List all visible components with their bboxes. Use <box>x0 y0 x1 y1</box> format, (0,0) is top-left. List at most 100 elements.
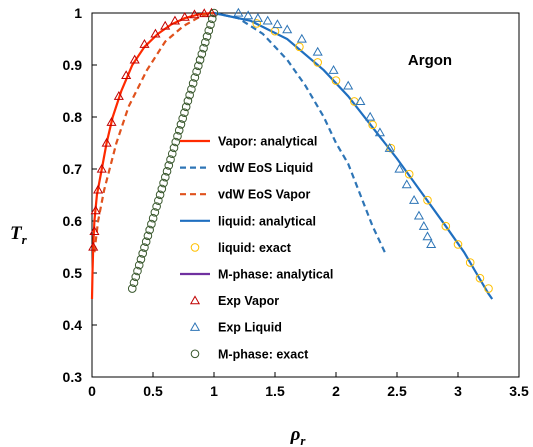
data-point <box>394 163 405 173</box>
series-liquid-analytical <box>213 11 494 300</box>
data-point <box>343 80 354 90</box>
data-point <box>409 194 420 204</box>
series-vdw-eos-vapor <box>93 11 215 253</box>
data-point <box>152 202 161 211</box>
data-point <box>89 226 100 236</box>
series-vdw-eos-liquid <box>213 11 386 253</box>
data-point <box>164 161 174 170</box>
data-point <box>136 254 146 264</box>
data-point <box>185 90 194 100</box>
legend-swatch <box>190 349 200 359</box>
data-point <box>465 258 475 267</box>
series-line <box>90 11 215 300</box>
data-point <box>183 96 193 106</box>
data-point <box>129 54 140 64</box>
series-exp-vapor <box>88 7 217 251</box>
x-axis-label-sub: r <box>300 433 306 447</box>
data-point <box>331 76 341 85</box>
x-tick-label: 3.5 <box>509 383 529 399</box>
legend-item-m-phase-analytical: M-phase: analytical <box>180 268 333 282</box>
data-point <box>154 196 163 205</box>
data-point <box>475 273 485 283</box>
data-point <box>202 32 212 41</box>
data-point <box>129 278 139 288</box>
data-point <box>413 210 425 220</box>
data-point <box>96 163 107 173</box>
data-point <box>328 64 339 74</box>
legend-label: Exp Vapor <box>218 294 279 308</box>
data-point <box>272 19 283 29</box>
data-point <box>207 14 217 24</box>
data-point <box>150 208 160 217</box>
data-point <box>106 116 117 126</box>
y-axis-label-sub: r <box>22 232 28 247</box>
data-point <box>233 7 244 17</box>
data-point <box>173 131 182 141</box>
legend-item-exp-liquid: Exp Liquid <box>189 321 282 335</box>
data-point <box>189 9 200 19</box>
legend-label: Vapor: analytical <box>218 135 317 149</box>
x-tick-label: 1.5 <box>265 383 285 399</box>
data-point <box>178 114 187 123</box>
data-point <box>171 137 181 147</box>
legend-label: liquid: exact <box>218 241 292 255</box>
data-point <box>159 178 168 188</box>
series-line <box>213 11 386 253</box>
data-point <box>138 249 147 258</box>
data-point <box>160 20 171 30</box>
x-tick-label: 0 <box>88 383 96 399</box>
data-point <box>145 225 154 235</box>
data-point <box>204 26 214 35</box>
x-tick-label: 0.5 <box>143 383 163 399</box>
annotation-label: Argon <box>408 52 452 69</box>
data-point <box>127 284 137 293</box>
data-point <box>401 179 412 189</box>
legend-item-vapor-analytical: Vapor: analytical <box>180 135 317 149</box>
data-point <box>404 169 414 179</box>
data-point <box>262 15 273 25</box>
data-point <box>296 33 307 43</box>
data-point <box>134 260 144 270</box>
data-point <box>174 125 184 135</box>
data-point <box>121 70 132 80</box>
y-tick-label: 0.5 <box>63 265 83 281</box>
data-point <box>384 142 395 152</box>
data-point <box>155 190 165 200</box>
legend-swatch <box>190 243 200 252</box>
data-point <box>143 231 153 241</box>
data-point <box>166 155 175 164</box>
axis-ticks: 0 0.5 1 1.5 2 2.5 3 3.5 0.3 0.4 0.5 0.6 0.7 0.8 0.9 1 <box>63 5 529 399</box>
data-point <box>101 137 112 147</box>
data-point <box>161 172 170 182</box>
data-point <box>422 231 433 241</box>
data-point <box>176 120 186 129</box>
data-point <box>201 38 210 47</box>
legend-swatch <box>189 321 201 331</box>
data-point <box>192 67 201 76</box>
legend-label: Exp Liquid <box>218 321 282 335</box>
legend-label: vdW EoS Vapor <box>218 188 311 202</box>
y-tick-label: 0.3 <box>63 369 83 385</box>
data-point <box>179 11 190 21</box>
data-point <box>181 102 191 112</box>
data-point <box>195 55 205 65</box>
legend-label: M-phase: analytical <box>218 268 333 282</box>
data-point <box>169 15 181 25</box>
data-point <box>88 241 99 251</box>
data-point <box>243 10 254 20</box>
x-axis-label-main: ρ <box>290 424 301 445</box>
y-tick-label: 0.8 <box>63 109 83 125</box>
data-point <box>197 49 207 59</box>
data-point <box>169 143 179 153</box>
data-point <box>162 167 172 176</box>
data-point <box>252 12 263 22</box>
data-point <box>423 195 432 205</box>
data-point <box>139 38 150 48</box>
data-point <box>365 111 376 121</box>
legend-label: liquid: analytical <box>218 214 316 228</box>
series-exp-liquid <box>233 7 437 249</box>
legend-item-liquid-exact: liquid: exact <box>190 241 292 255</box>
data-point <box>93 184 104 194</box>
data-point <box>418 220 429 230</box>
